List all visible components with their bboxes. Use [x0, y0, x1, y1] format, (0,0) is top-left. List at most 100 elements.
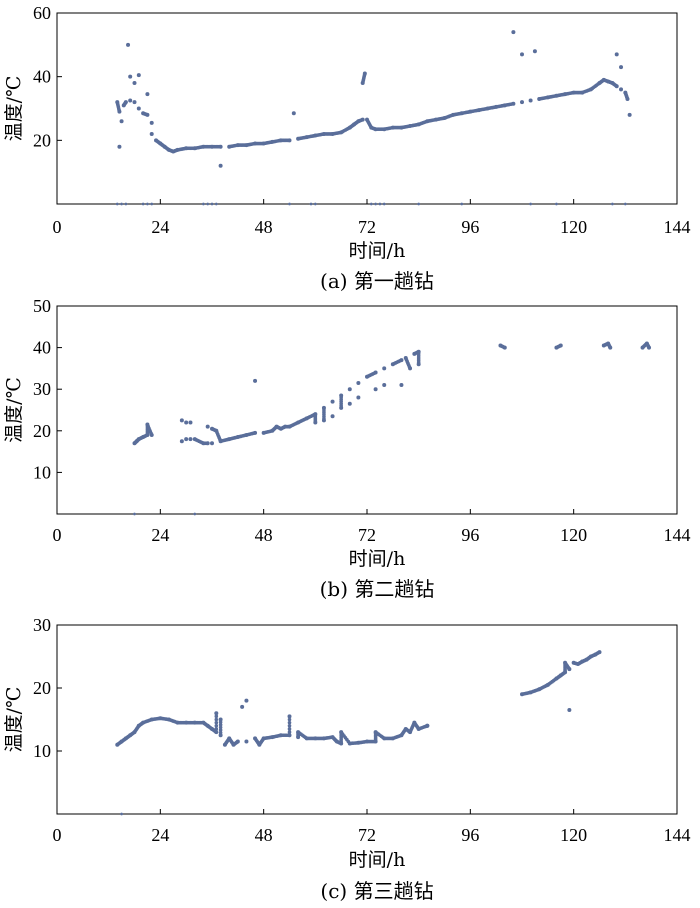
data-point — [380, 735, 385, 740]
data-point — [149, 120, 154, 125]
data-point — [330, 399, 335, 404]
baseline-point — [623, 202, 627, 206]
data-point — [502, 345, 506, 350]
data-point — [200, 145, 204, 149]
data-point — [339, 404, 343, 408]
data-point — [214, 727, 219, 731]
data-point — [234, 435, 239, 440]
x-tick-label: 24 — [151, 825, 169, 845]
baseline-point — [313, 202, 317, 206]
data-point — [356, 395, 361, 400]
data-point — [243, 433, 247, 438]
data-point — [269, 140, 273, 144]
baseline-point — [382, 202, 386, 206]
data-point — [184, 437, 189, 442]
data-point — [360, 118, 364, 122]
x-axis-label: 时间/h — [349, 240, 406, 262]
data-point — [608, 345, 612, 349]
x-tick-label: 24 — [151, 217, 169, 237]
x-tick-label: 0 — [53, 525, 62, 545]
x-tick-label: 0 — [53, 825, 62, 845]
data-point — [136, 73, 141, 78]
data-point — [277, 733, 282, 738]
data-point — [286, 733, 290, 738]
baseline-point — [309, 202, 313, 206]
data-point — [128, 98, 133, 103]
data-point — [492, 105, 497, 109]
data-point — [322, 416, 326, 421]
x-tick-label: 72 — [358, 217, 376, 237]
x-tick-label: 96 — [461, 825, 479, 845]
data-point — [570, 91, 575, 95]
y-tick-label: 20 — [33, 130, 51, 150]
data-point — [235, 740, 239, 744]
chart-caption: (a) 第一趟钻 — [320, 269, 434, 293]
x-tick-label: 48 — [255, 217, 273, 237]
data-point — [596, 650, 601, 655]
data-point — [544, 95, 549, 100]
data-point — [251, 431, 256, 436]
x-tick-label: 96 — [461, 525, 479, 545]
data-point — [527, 690, 531, 695]
data-point — [449, 113, 454, 118]
x-tick-label: 144 — [664, 525, 691, 545]
x-tick-label: 0 — [53, 217, 62, 237]
data-point — [362, 73, 367, 77]
data-point — [425, 724, 430, 728]
data-point — [398, 358, 402, 363]
data-point — [407, 364, 412, 369]
chart-panel-2: 0 24 48 72 96 120 144 10 20 30 40 50 温度/℃ 时间/h (b) 第二趟… — [3, 296, 691, 601]
data-point — [511, 30, 516, 35]
data-point — [149, 431, 153, 436]
baseline-point — [288, 202, 291, 206]
x-tick-label: 120 — [560, 825, 587, 845]
data-point — [567, 708, 572, 713]
baseline-point — [141, 202, 145, 206]
data-point — [363, 739, 368, 744]
data-point — [415, 122, 420, 127]
data-point — [432, 118, 437, 122]
data-point — [389, 736, 394, 741]
y-tick-label: 40 — [33, 338, 51, 358]
data-point — [528, 98, 533, 103]
x-tick-label: 48 — [255, 825, 273, 845]
data-point — [126, 42, 131, 47]
x-tick-label: 96 — [461, 217, 479, 237]
baseline-point — [611, 202, 614, 206]
data-point — [234, 143, 239, 148]
data-point — [240, 704, 245, 709]
x-tick-label: 24 — [151, 525, 169, 545]
baseline-point — [115, 202, 119, 206]
data-point — [382, 366, 387, 371]
baseline-point — [133, 512, 136, 516]
data-point — [165, 717, 170, 722]
data-point — [389, 126, 394, 130]
data-point — [260, 141, 265, 146]
data-point — [251, 141, 256, 146]
y-axis-label: 温度/℃ — [3, 76, 25, 142]
x-tick-label: 72 — [358, 525, 376, 545]
data-point — [303, 735, 308, 740]
baseline-point — [378, 202, 382, 206]
plot-frame — [56, 305, 678, 515]
chart-panel-3: 0 24 48 72 96 120 144 10 20 30 温度/℃ 时间/h (c) 第三趟钻 — [3, 615, 691, 903]
x-tick-label: 72 — [358, 825, 376, 845]
baseline-point — [417, 202, 421, 206]
data-point — [312, 134, 316, 138]
data-point — [149, 131, 154, 136]
data-point — [627, 112, 632, 117]
data-point — [244, 698, 249, 703]
baseline-point — [120, 202, 123, 206]
data-point — [148, 718, 153, 722]
data-point — [313, 419, 318, 423]
data-point — [303, 417, 308, 421]
data-point — [287, 717, 292, 722]
x-tick-label: 144 — [664, 825, 691, 845]
data-point — [218, 163, 223, 168]
x-axis-label: 时间/h — [349, 548, 406, 570]
x-tick-label: 120 — [560, 525, 587, 545]
data-point — [214, 720, 219, 725]
data-point — [458, 111, 463, 116]
y-tick-label: 50 — [33, 296, 51, 316]
data-point — [587, 88, 592, 92]
